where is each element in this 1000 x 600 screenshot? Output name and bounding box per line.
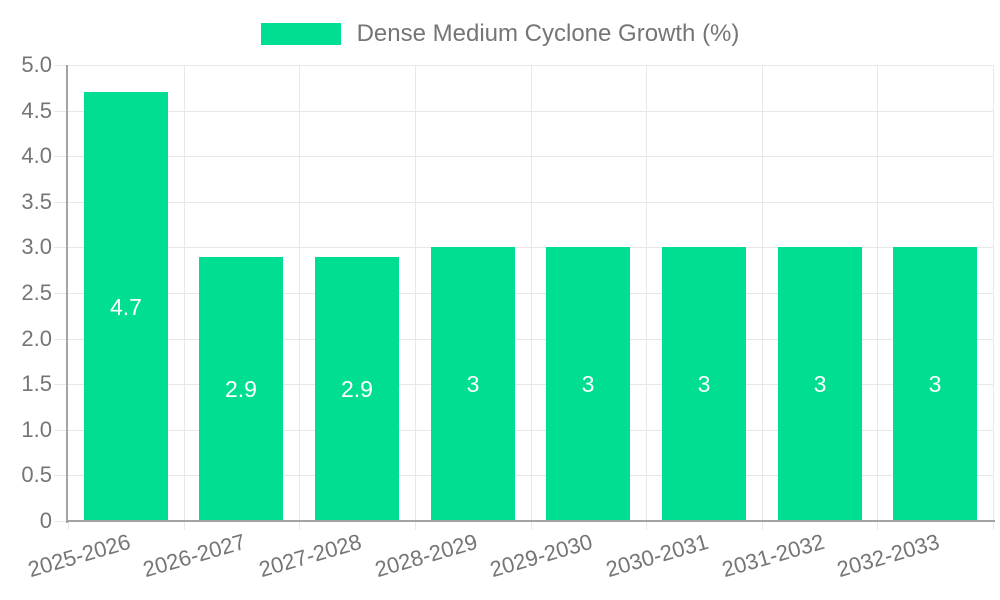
h-gridline xyxy=(68,202,993,203)
x-axis-tick xyxy=(993,521,994,530)
h-gridline xyxy=(68,339,993,340)
h-gridline xyxy=(68,293,993,294)
h-gridline xyxy=(68,247,993,248)
y-axis-tick xyxy=(54,521,68,522)
y-axis-tick xyxy=(54,475,68,476)
y-tick-label: 3.0 xyxy=(21,234,52,259)
x-axis-tick xyxy=(184,521,185,530)
v-gridline xyxy=(415,65,416,521)
v-gridline xyxy=(184,65,185,521)
bar xyxy=(662,247,746,521)
y-tick-label: 5.0 xyxy=(21,52,52,77)
x-axis-tick xyxy=(415,521,416,530)
y-axis-tick xyxy=(54,339,68,340)
y-tick-label: 2.0 xyxy=(21,326,52,351)
bar xyxy=(431,247,515,521)
bar xyxy=(893,247,977,521)
y-axis-line xyxy=(66,65,68,523)
v-gridline xyxy=(993,65,994,521)
bar xyxy=(84,92,168,521)
y-tick-label: 3.5 xyxy=(21,189,52,214)
y-axis-tick xyxy=(54,384,68,385)
bar xyxy=(199,256,283,521)
y-tick-label: 2.5 xyxy=(21,280,52,305)
y-axis-tick xyxy=(54,202,68,203)
h-gridline xyxy=(68,111,993,112)
legend: Dense Medium Cyclone Growth (%) xyxy=(0,12,1000,56)
h-gridline xyxy=(68,65,993,66)
y-tick-label: 0.5 xyxy=(21,462,52,487)
y-tick-label: 0 xyxy=(39,508,52,533)
x-axis-line xyxy=(66,520,995,522)
v-gridline xyxy=(299,65,300,521)
h-gridline xyxy=(68,430,993,431)
y-axis-tick xyxy=(54,247,68,248)
x-axis-tick xyxy=(762,521,763,530)
y-axis-tick xyxy=(54,156,68,157)
y-tick-label: 4.5 xyxy=(21,98,52,123)
h-gridline xyxy=(68,475,993,476)
h-gridline xyxy=(68,156,993,157)
y-tick-label: 1.0 xyxy=(21,417,52,442)
legend-label: Dense Medium Cyclone Growth (%) xyxy=(356,20,740,47)
v-gridline xyxy=(877,65,878,521)
y-axis-tick xyxy=(54,111,68,112)
y-axis-tick xyxy=(54,430,68,431)
v-gridline xyxy=(646,65,647,521)
x-axis-tick xyxy=(877,521,878,530)
bar xyxy=(315,256,399,521)
y-tick-label: 1.5 xyxy=(21,371,52,396)
v-gridline xyxy=(531,65,532,521)
h-gridline xyxy=(68,384,993,385)
bar xyxy=(778,247,862,521)
x-axis-tick xyxy=(68,521,69,530)
x-axis-tick xyxy=(531,521,532,530)
bar xyxy=(546,247,630,521)
x-axis-tick xyxy=(299,521,300,530)
y-axis-tick xyxy=(54,293,68,294)
y-axis-tick xyxy=(54,65,68,66)
legend-swatch xyxy=(260,23,341,45)
y-tick-label: 4.0 xyxy=(21,143,52,168)
x-axis-tick xyxy=(646,521,647,530)
v-gridline xyxy=(762,65,763,521)
